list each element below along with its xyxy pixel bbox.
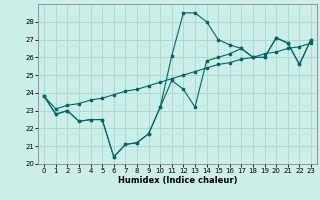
X-axis label: Humidex (Indice chaleur): Humidex (Indice chaleur) bbox=[118, 176, 237, 185]
